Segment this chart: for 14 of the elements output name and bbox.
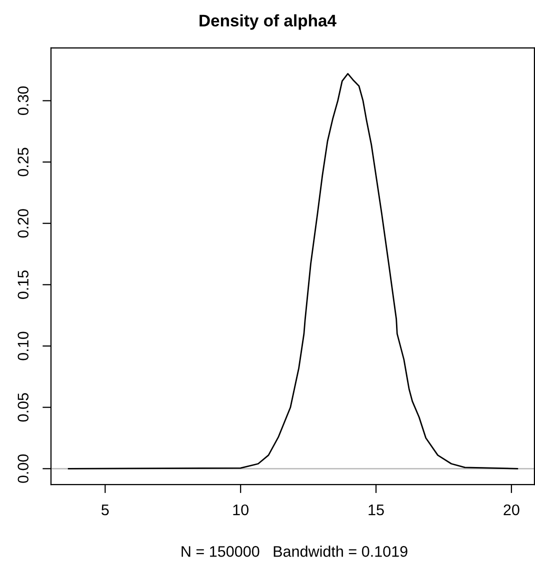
x-tick-label: 5 xyxy=(102,504,109,516)
chart-title: Density of alpha4 xyxy=(200,14,336,30)
line-series xyxy=(68,73,518,470)
y-tick-label: 0.20 xyxy=(18,209,29,238)
y-tick-label: 0.10 xyxy=(18,332,29,360)
y-tick-label: 0.25 xyxy=(18,148,29,176)
x-tick-label: 20 xyxy=(504,504,520,516)
y-tick-label: 0.15 xyxy=(18,270,29,299)
y-tick-label: 0.00 xyxy=(18,454,29,483)
y-tick-label: 0.05 xyxy=(18,393,29,422)
x-tick-label: 15 xyxy=(368,504,384,516)
x-axis-title: N = 150000 Bandwidth = 0.1019 xyxy=(182,546,408,557)
x-tick-label: 10 xyxy=(233,504,248,516)
y-tick-label: 0.30 xyxy=(18,86,29,115)
